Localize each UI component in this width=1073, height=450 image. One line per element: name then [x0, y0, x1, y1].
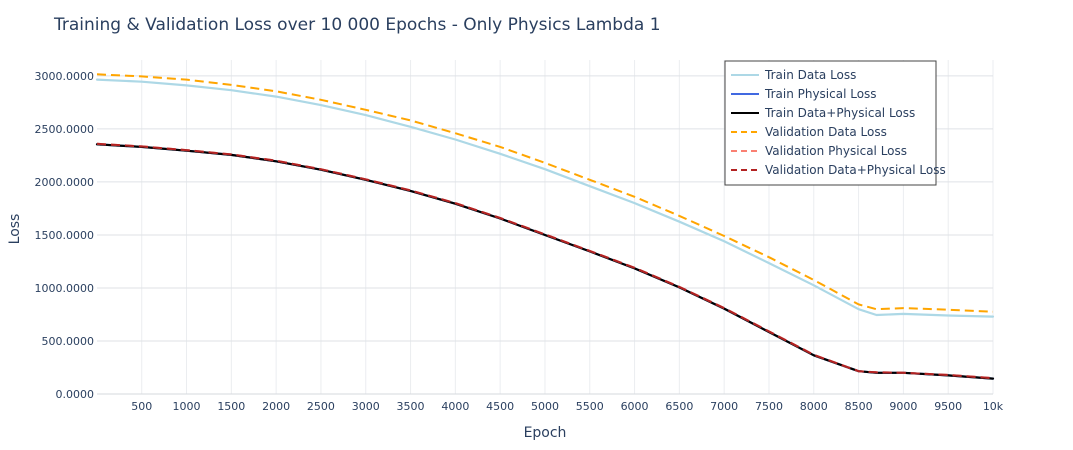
legend: Train Data Loss Train Physical Loss Train … [724, 60, 946, 186]
x-tick-label: 8000 [800, 400, 828, 413]
x-tick-label: 5500 [576, 400, 604, 413]
x-tick-label: 10k [983, 400, 1004, 413]
x-tick-label: 6000 [621, 400, 649, 413]
y-tick-label: 1000.0000 [35, 282, 95, 295]
y-tick-label: 1500.0000 [35, 229, 95, 242]
x-tick-label: 9500 [934, 400, 962, 413]
legend-item: Train Data+Physical Loss [731, 106, 915, 120]
legend-item: Train Physical Loss [731, 87, 877, 101]
x-tick-label: 3500 [397, 400, 425, 413]
x-tick-label: 8500 [845, 400, 873, 413]
y-axis-label: Loss [7, 214, 23, 245]
y-axis-ticks: 0.0000 500.0000 1000.0000 1500.0000 2000.000… [35, 70, 95, 401]
legend-item: Validation Data Loss [731, 125, 887, 139]
x-axis-ticks: 500 1000 1500 2000 2500 3000 3500 4000 4500 5000 5… [131, 400, 1004, 413]
series-line-5 [96, 142, 994, 380]
x-tick-label: 3000 [352, 400, 380, 413]
y-tick-label: 2500.0000 [35, 123, 95, 136]
series-line-0 [95, 78, 995, 318]
x-tick-label: 2000 [262, 400, 290, 413]
legend-box [724, 60, 937, 186]
x-tick-label: 5000 [531, 400, 559, 413]
x-axis-label: Epoch [524, 425, 567, 441]
legend-item: Train Data Loss [731, 68, 856, 82]
y-tick-label: 500.0000 [42, 335, 95, 348]
legend-label: Validation Physical Loss [765, 144, 907, 158]
x-tick-label: 4500 [486, 400, 514, 413]
x-tick-label: 4000 [441, 400, 469, 413]
chart-title: Training & Validation Loss over 10 000 E… [53, 15, 661, 35]
legend-label: Train Data Loss [764, 68, 856, 82]
x-tick-label: 9000 [889, 400, 917, 413]
legend-label: Train Physical Loss [764, 87, 877, 101]
x-tick-label: 500 [131, 400, 152, 413]
x-tick-label: 7000 [710, 400, 738, 413]
series-line-3 [96, 73, 994, 313]
y-tick-label: 2000.0000 [35, 176, 95, 189]
x-tick-label: 2500 [307, 400, 335, 413]
x-tick-label: 1000 [173, 400, 201, 413]
y-tick-label: 3000.0000 [35, 70, 95, 83]
legend-label: Train Data+Physical Loss [764, 106, 915, 120]
legend-label: Validation Data+Physical Loss [765, 163, 946, 177]
x-tick-label: 1500 [217, 400, 245, 413]
legend-item: Validation Data+Physical Loss [731, 163, 946, 177]
legend-item: Validation Physical Loss [731, 144, 907, 158]
x-tick-label: 6500 [665, 400, 693, 413]
legend-label: Validation Data Loss [765, 125, 887, 139]
x-tick-label: 7500 [755, 400, 783, 413]
series-layer [95, 73, 995, 380]
y-tick-label: 0.0000 [56, 388, 95, 401]
